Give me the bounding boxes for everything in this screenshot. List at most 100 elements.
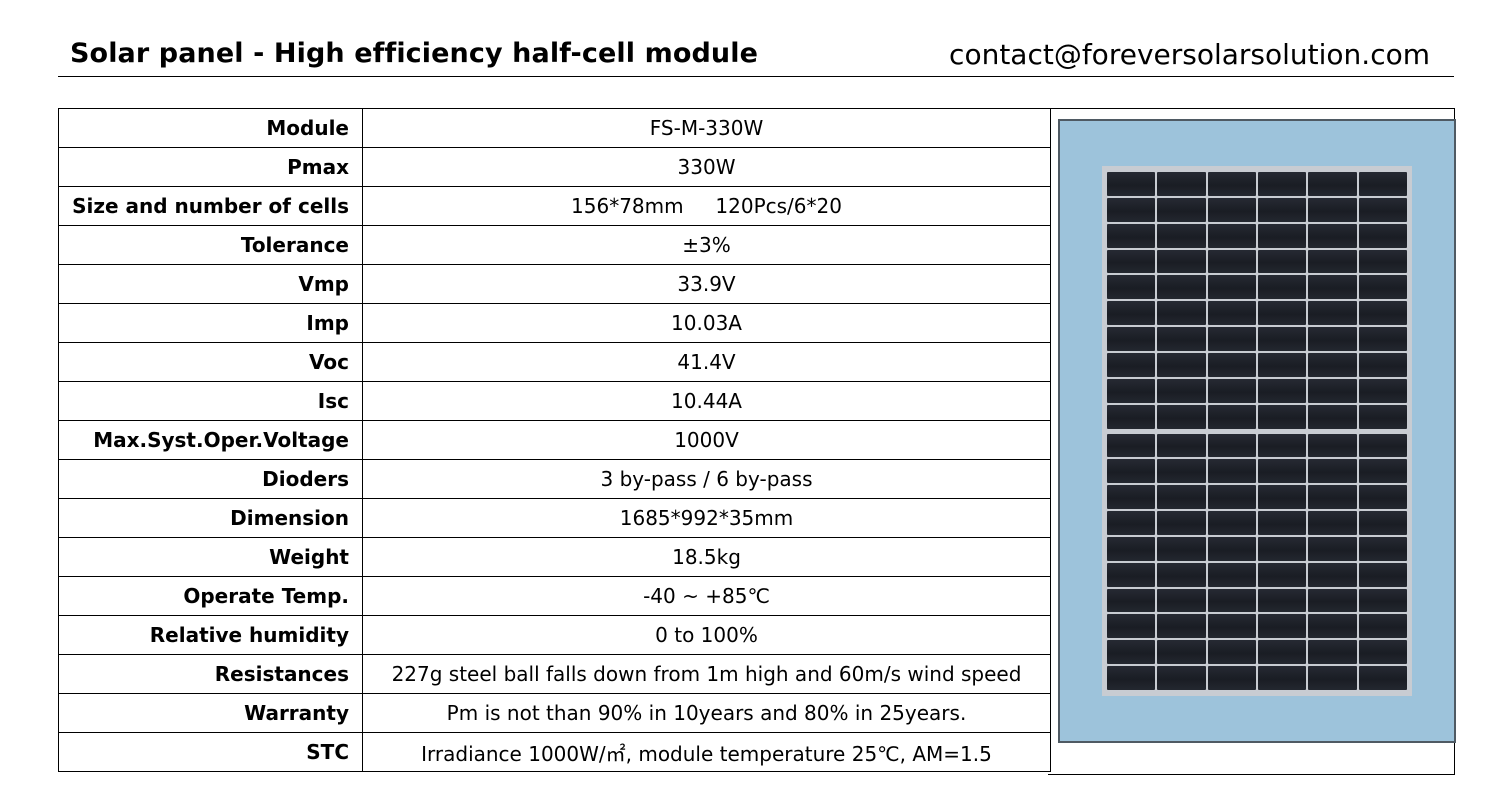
solar-cell bbox=[1107, 249, 1156, 274]
solar-cell bbox=[1107, 666, 1156, 690]
spec-value: 1685*992*35mm bbox=[362, 498, 1051, 538]
spec-table: Module FS-M-330W Pmax 330W Size and numb… bbox=[58, 108, 1051, 772]
spec-row-voc: Voc 41.4V bbox=[58, 342, 1051, 382]
spec-value: Pm is not than 90% in 10years and 80% in… bbox=[362, 693, 1051, 733]
spec-row-imp: Imp 10.03A bbox=[58, 303, 1051, 343]
solar-cell bbox=[1308, 511, 1357, 535]
spec-label: Isc bbox=[58, 381, 363, 421]
product-image-frame bbox=[1048, 108, 1456, 775]
solar-cell bbox=[1308, 378, 1357, 403]
page-header: Solar panel - High efficiency half-cell … bbox=[58, 30, 1454, 77]
solar-cell bbox=[1107, 485, 1156, 510]
spec-label: Resistances bbox=[58, 654, 363, 694]
solar-cell bbox=[1308, 327, 1357, 351]
solar-cell bbox=[1358, 511, 1407, 535]
solar-cell bbox=[1157, 352, 1206, 377]
spec-label: Warranty bbox=[58, 693, 363, 733]
spec-row-isc: Isc 10.44A bbox=[58, 381, 1051, 421]
contact-email: contact@foreversolarsolution.com bbox=[949, 38, 1430, 71]
solar-cell bbox=[1257, 666, 1307, 690]
solar-cell bbox=[1308, 562, 1357, 587]
spec-label: Weight bbox=[58, 537, 363, 577]
solar-cell bbox=[1207, 249, 1256, 274]
panel-bottom-half bbox=[1107, 433, 1407, 690]
spec-label: Relative humidity bbox=[58, 615, 363, 655]
spec-label: Dioders bbox=[58, 459, 363, 499]
solar-cell bbox=[1257, 614, 1307, 639]
spec-row-warranty: Warranty Pm is not than 90% in 10years a… bbox=[58, 693, 1051, 733]
solar-cell bbox=[1107, 275, 1156, 300]
solar-cell bbox=[1157, 378, 1206, 403]
solar-cell bbox=[1358, 275, 1407, 300]
solar-cell bbox=[1308, 588, 1357, 613]
solar-cell bbox=[1257, 172, 1307, 196]
solar-cell bbox=[1107, 640, 1156, 665]
solar-cell bbox=[1157, 275, 1206, 300]
spec-label: Size and number of cells bbox=[58, 186, 363, 226]
solar-cell bbox=[1358, 249, 1407, 274]
spec-row-dimension: Dimension 1685*992*35mm bbox=[58, 498, 1051, 538]
solar-cell bbox=[1257, 485, 1307, 510]
spec-label: Pmax bbox=[58, 147, 363, 187]
solar-cell bbox=[1157, 588, 1206, 613]
solar-cell bbox=[1358, 485, 1407, 510]
solar-cell bbox=[1257, 511, 1307, 535]
solar-cell bbox=[1107, 536, 1156, 561]
spec-label: Module bbox=[58, 108, 363, 148]
solar-cell bbox=[1107, 301, 1156, 326]
solar-panel-module bbox=[1102, 166, 1412, 696]
solar-cell bbox=[1107, 588, 1156, 613]
solar-cell bbox=[1308, 459, 1357, 484]
solar-cell bbox=[1358, 536, 1407, 561]
solar-cell bbox=[1207, 640, 1256, 665]
solar-cell bbox=[1257, 404, 1307, 429]
spec-row-vmp: Vmp 33.9V bbox=[58, 264, 1051, 304]
solar-cell bbox=[1107, 223, 1156, 248]
solar-cell bbox=[1308, 172, 1357, 196]
solar-cell bbox=[1358, 172, 1407, 196]
solar-cell bbox=[1157, 511, 1206, 535]
solar-cell bbox=[1308, 275, 1357, 300]
spec-value: 3 by-pass / 6 by-pass bbox=[362, 459, 1051, 499]
solar-cell bbox=[1207, 404, 1256, 429]
solar-cell bbox=[1257, 223, 1307, 248]
spec-value: 41.4V bbox=[362, 342, 1051, 382]
solar-cell bbox=[1107, 562, 1156, 587]
solar-cell bbox=[1207, 433, 1256, 458]
solar-cell bbox=[1308, 666, 1357, 690]
solar-cell bbox=[1207, 327, 1256, 351]
solar-cell bbox=[1107, 197, 1156, 222]
spec-label: Operate Temp. bbox=[58, 576, 363, 616]
solar-cell bbox=[1157, 172, 1206, 196]
spec-value: ±3% bbox=[362, 225, 1051, 265]
solar-cell bbox=[1157, 301, 1206, 326]
page-title: Solar panel - High efficiency half-cell … bbox=[70, 38, 758, 69]
solar-cell bbox=[1207, 378, 1256, 403]
solar-cell bbox=[1107, 172, 1156, 196]
spec-value: 18.5kg bbox=[362, 537, 1051, 577]
solar-cell bbox=[1107, 459, 1156, 484]
solar-cell bbox=[1107, 433, 1156, 458]
solar-cell bbox=[1358, 640, 1407, 665]
solar-cell bbox=[1157, 459, 1206, 484]
solar-cell bbox=[1257, 301, 1307, 326]
spec-row-resistances: Resistances 227g steel ball falls down f… bbox=[58, 654, 1051, 694]
solar-cell bbox=[1157, 223, 1206, 248]
solar-cell bbox=[1207, 301, 1256, 326]
solar-cell bbox=[1358, 197, 1407, 222]
solar-cell bbox=[1207, 197, 1256, 222]
spec-label: Tolerance bbox=[58, 225, 363, 265]
solar-cell bbox=[1257, 275, 1307, 300]
solar-cell bbox=[1157, 433, 1206, 458]
solar-cell bbox=[1358, 562, 1407, 587]
solar-cell bbox=[1157, 562, 1206, 587]
solar-cell bbox=[1207, 223, 1256, 248]
solar-cell bbox=[1207, 562, 1256, 587]
solar-cell bbox=[1207, 172, 1256, 196]
solar-cell bbox=[1308, 485, 1357, 510]
spec-label: Vmp bbox=[58, 264, 363, 304]
solar-cell bbox=[1157, 536, 1206, 561]
solar-cell bbox=[1157, 640, 1206, 665]
solar-panel-image bbox=[1058, 119, 1456, 743]
solar-cell bbox=[1257, 433, 1307, 458]
